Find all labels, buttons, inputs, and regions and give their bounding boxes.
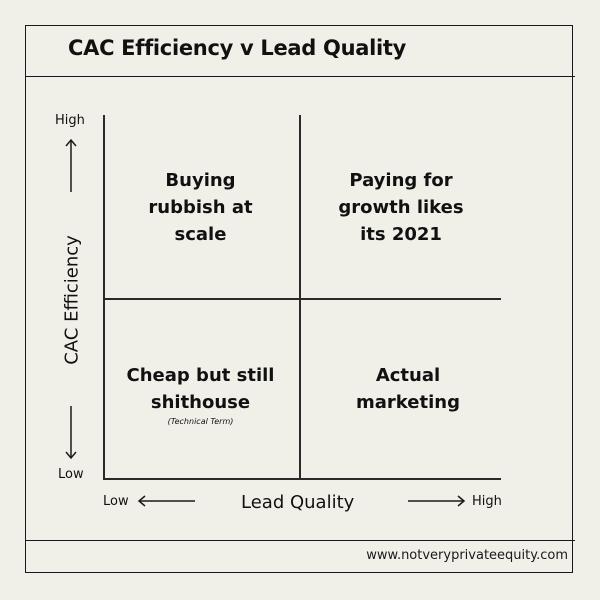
y-axis-title: CAC Efficiency <box>61 235 83 365</box>
x-axis-low-label: Low <box>103 494 129 509</box>
arrow-right-icon <box>408 495 466 507</box>
y-axis-low-label: Low <box>58 467 84 482</box>
quadrant-bottom-left: Cheap but still shithouse (Technical Ter… <box>103 362 298 427</box>
quadrant-label: Actual marketing <box>356 365 460 413</box>
y-axis-high-label: High <box>55 113 85 128</box>
footer-divider <box>25 540 575 541</box>
footer-url: www.notveryprivateequity.com <box>366 548 568 563</box>
quadrant-bottom-right: Actual marketing <box>301 362 515 416</box>
quadrant-top-left: Buying rubbish at scale <box>103 167 298 248</box>
horizontal-divider <box>103 298 501 300</box>
vertical-divider <box>299 115 301 480</box>
arrow-up-icon <box>65 138 77 192</box>
x-axis-title: Lead Quality <box>241 492 355 513</box>
y-axis-line <box>103 115 105 480</box>
quadrant-label: Buying rubbish at scale <box>148 170 253 245</box>
arrow-down-icon <box>65 406 77 460</box>
quadrant-top-right: Paying for growth likes its 2021 <box>301 167 501 248</box>
quadrant-sublabel: (Technical Term) <box>167 417 234 426</box>
x-axis-line <box>103 478 501 480</box>
title-divider <box>25 76 575 77</box>
x-axis-high-label: High <box>472 494 502 509</box>
diagram-frame <box>25 25 573 573</box>
arrow-left-icon <box>137 495 195 507</box>
quadrant-label: Cheap but still shithouse <box>126 365 275 413</box>
quadrant-label: Paying for growth likes its 2021 <box>338 170 464 245</box>
page-title: CAC Efficiency v Lead Quality <box>68 36 407 60</box>
